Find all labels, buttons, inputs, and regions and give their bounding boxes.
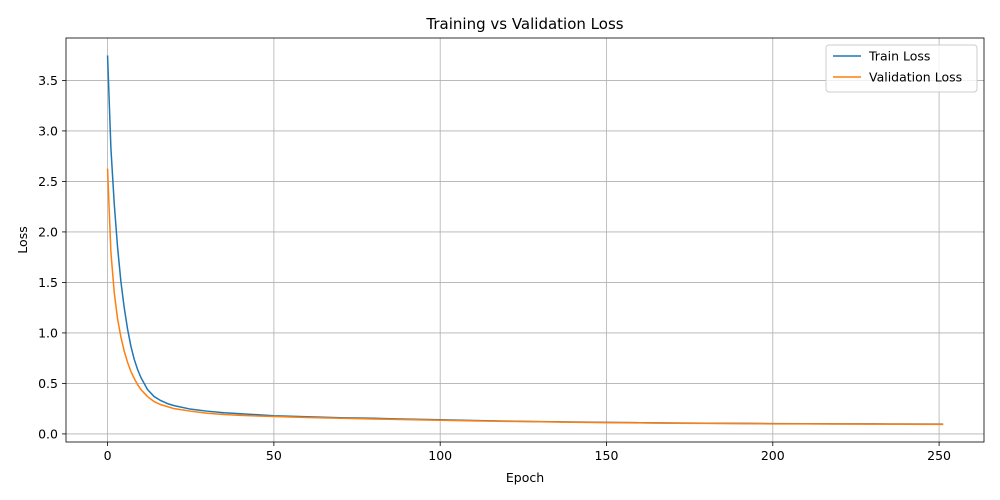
x-tick-label: 50 bbox=[266, 448, 282, 463]
y-tick-label: 2.5 bbox=[38, 174, 58, 189]
legend-label-validation: Validation Loss bbox=[869, 70, 962, 85]
y-tick-label: 0.0 bbox=[38, 426, 58, 441]
legend-box bbox=[825, 44, 978, 93]
x-tick-label: 200 bbox=[761, 448, 785, 463]
grid-lines bbox=[66, 38, 984, 442]
train-loss-line bbox=[106, 55, 944, 425]
legend-label-train: Train Loss bbox=[868, 49, 930, 64]
legend: Train Loss Validation Loss bbox=[825, 44, 978, 93]
series-lines bbox=[106, 55, 944, 426]
x-tick-label: 0 bbox=[104, 448, 112, 463]
chart-title: Training vs Validation Loss bbox=[425, 15, 623, 33]
x-tick-label: 250 bbox=[927, 448, 951, 463]
y-tick-label: 3.5 bbox=[38, 73, 58, 88]
y-tick-label: 1.5 bbox=[38, 275, 58, 290]
x-axis-ticks: 0 50 100 150 200 250 bbox=[104, 442, 951, 463]
y-tick-label: 1.0 bbox=[38, 325, 58, 340]
plot-frame bbox=[65, 37, 985, 443]
y-axis-label: Loss bbox=[15, 226, 30, 253]
y-tick-label: 2.0 bbox=[38, 224, 58, 239]
x-tick-label: 100 bbox=[428, 448, 452, 463]
x-tick-label: 150 bbox=[595, 448, 619, 463]
y-tick-label: 0.5 bbox=[38, 376, 58, 391]
x-axis-label: Epoch bbox=[506, 470, 544, 485]
y-tick-label: 3.0 bbox=[38, 123, 58, 138]
y-axis-ticks: 0.0 0.5 1.0 1.5 2.0 2.5 3.0 3.5 bbox=[38, 73, 66, 441]
validation-loss-line bbox=[106, 168, 944, 426]
